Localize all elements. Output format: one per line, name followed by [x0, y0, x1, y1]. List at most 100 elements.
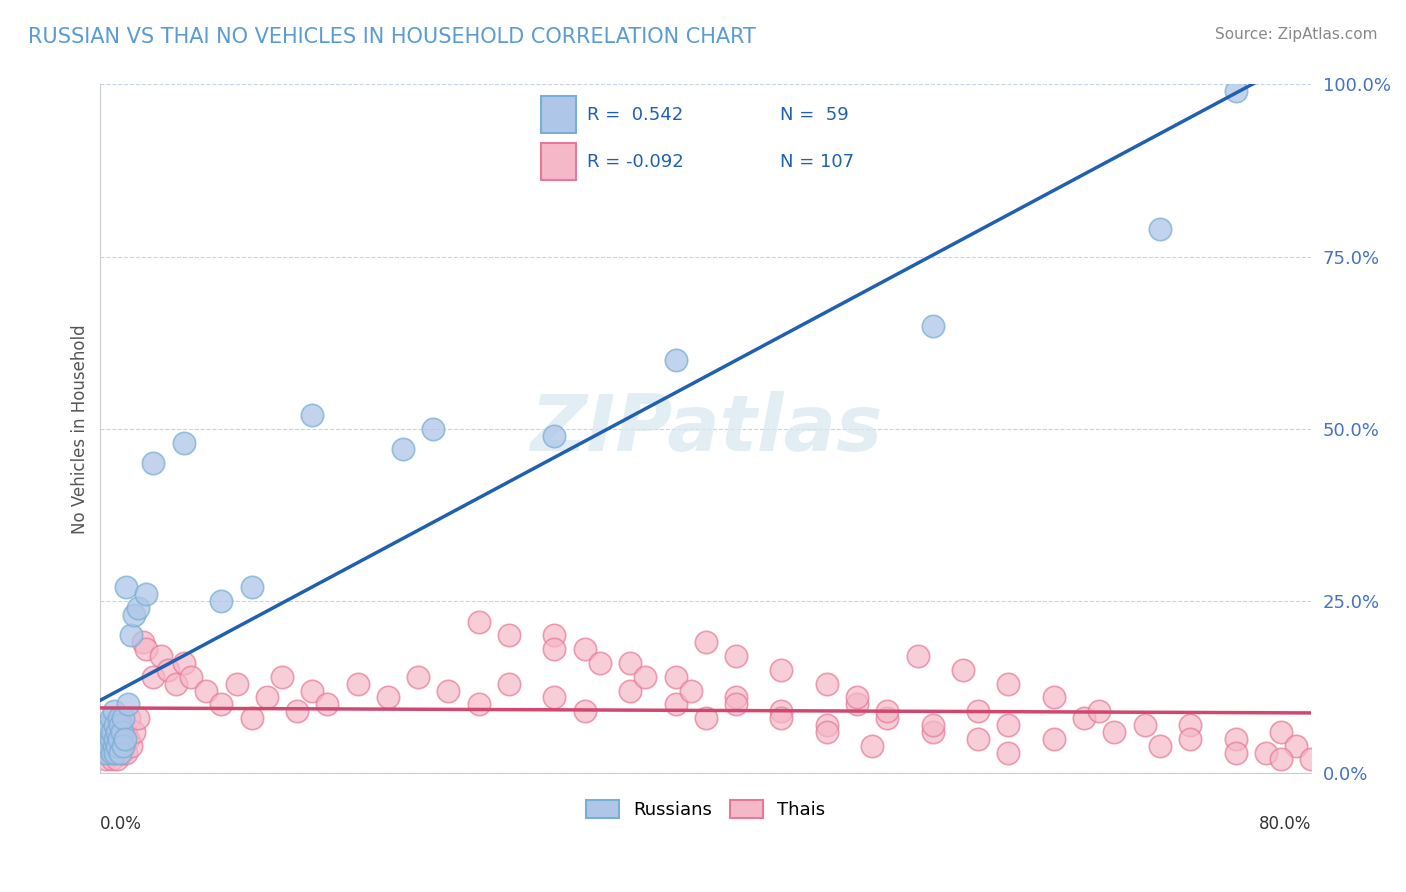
Point: [165, 676, 187, 690]
Point: [103, 739, 125, 753]
Point: [406, 670, 429, 684]
Point: [695, 711, 717, 725]
Point: [96, 752, 118, 766]
Point: [94, 731, 117, 746]
Point: [846, 690, 869, 705]
Point: [1270, 752, 1292, 766]
Point: [271, 670, 294, 684]
Point: [1073, 711, 1095, 725]
Point: [105, 724, 128, 739]
Point: [574, 704, 596, 718]
Point: [1133, 718, 1156, 732]
Point: [1149, 222, 1171, 236]
Point: [1225, 84, 1247, 98]
Point: [725, 698, 748, 712]
Point: [1088, 704, 1111, 718]
FancyBboxPatch shape: [541, 143, 576, 180]
Point: [97, 724, 120, 739]
Point: [127, 711, 149, 725]
Point: [115, 580, 138, 594]
Text: R = -0.092: R = -0.092: [588, 153, 683, 170]
Point: [907, 649, 929, 664]
Point: [110, 746, 132, 760]
Point: [180, 670, 202, 684]
Point: [240, 711, 263, 725]
Text: N = 107: N = 107: [780, 153, 855, 170]
Point: [100, 711, 122, 725]
Point: [107, 711, 129, 725]
Point: [122, 607, 145, 622]
Point: [846, 698, 869, 712]
Point: [967, 731, 990, 746]
Point: [112, 718, 135, 732]
Point: [815, 676, 838, 690]
Text: 0.0%: 0.0%: [100, 814, 142, 832]
Point: [98, 739, 121, 753]
Point: [209, 594, 232, 608]
Point: [94, 724, 117, 739]
Point: [100, 731, 122, 746]
Point: [316, 698, 339, 712]
Text: R =  0.542: R = 0.542: [588, 106, 683, 124]
Point: [195, 683, 218, 698]
Point: [392, 442, 415, 457]
Point: [725, 690, 748, 705]
Point: [422, 422, 444, 436]
Point: [93, 746, 115, 760]
Point: [117, 698, 139, 712]
Point: [173, 656, 195, 670]
Point: [664, 353, 686, 368]
Point: [107, 711, 129, 725]
Point: [543, 428, 565, 442]
Point: [117, 731, 139, 746]
Point: [301, 683, 323, 698]
Point: [770, 704, 793, 718]
Point: [1301, 752, 1323, 766]
Point: [98, 746, 121, 760]
Point: [103, 724, 125, 739]
Point: [209, 698, 232, 712]
Point: [108, 731, 131, 746]
Point: [467, 698, 489, 712]
Point: [112, 739, 135, 753]
Text: RUSSIAN VS THAI NO VEHICLES IN HOUSEHOLD CORRELATION CHART: RUSSIAN VS THAI NO VEHICLES IN HOUSEHOLD…: [28, 27, 756, 46]
Point: [498, 676, 520, 690]
Point: [967, 704, 990, 718]
Point: [1149, 739, 1171, 753]
Y-axis label: No Vehicles in Household: No Vehicles in Household: [72, 324, 89, 533]
Point: [97, 731, 120, 746]
Point: [437, 683, 460, 698]
Point: [135, 587, 157, 601]
Point: [997, 718, 1019, 732]
Legend: Russians, Thais: Russians, Thais: [579, 792, 832, 826]
Point: [118, 711, 141, 725]
Point: [1270, 724, 1292, 739]
Point: [100, 718, 122, 732]
Point: [96, 746, 118, 760]
Point: [543, 642, 565, 657]
Point: [770, 711, 793, 725]
Point: [1254, 746, 1277, 760]
Point: [921, 318, 943, 333]
Point: [921, 724, 943, 739]
Point: [114, 724, 136, 739]
Point: [108, 718, 131, 732]
Point: [101, 739, 124, 753]
Point: [115, 746, 138, 760]
Point: [346, 676, 368, 690]
Point: [860, 739, 883, 753]
Point: [122, 724, 145, 739]
Point: [815, 724, 838, 739]
Point: [997, 746, 1019, 760]
Point: [225, 676, 247, 690]
Point: [695, 635, 717, 649]
Point: [543, 690, 565, 705]
Point: [114, 731, 136, 746]
Point: [97, 718, 120, 732]
Point: [876, 704, 898, 718]
Point: [104, 731, 127, 746]
Point: [770, 663, 793, 677]
Text: 80.0%: 80.0%: [1258, 814, 1312, 832]
FancyBboxPatch shape: [541, 96, 576, 133]
Point: [377, 690, 399, 705]
